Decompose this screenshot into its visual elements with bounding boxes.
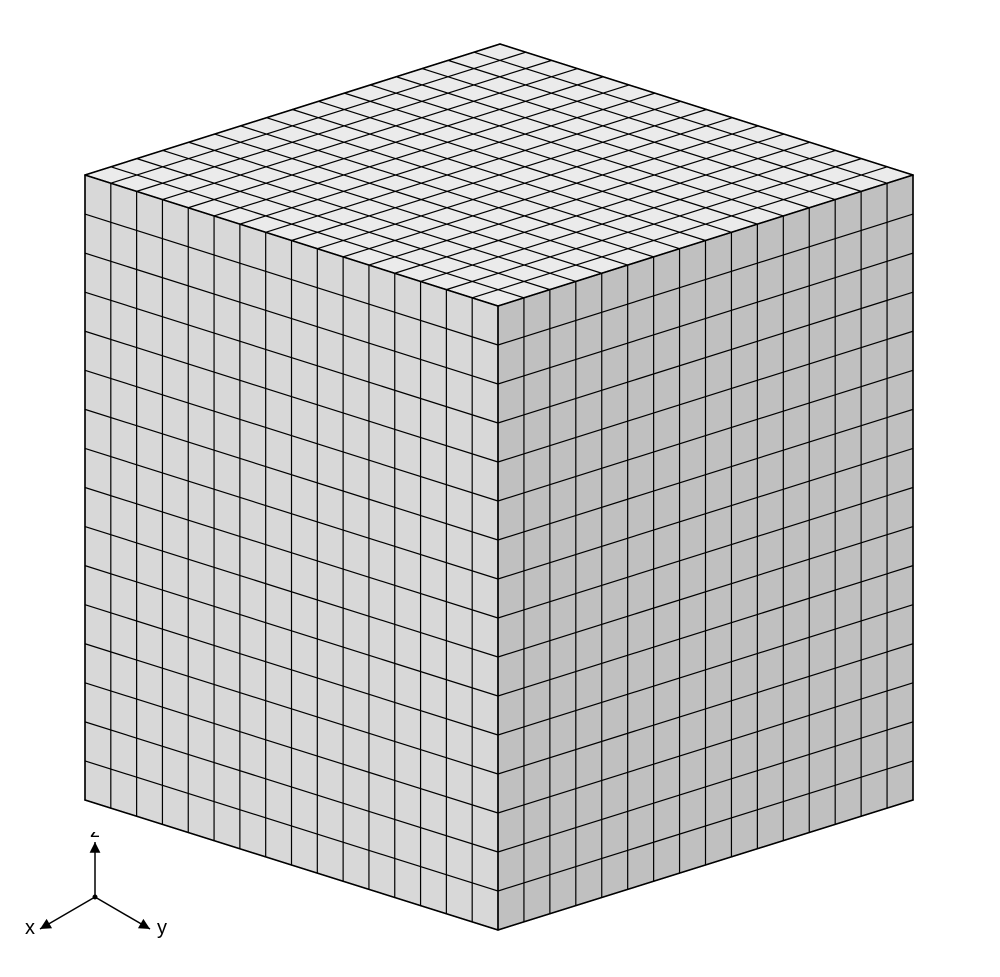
svg-text:x: x (25, 917, 35, 939)
svg-text:z: z (90, 832, 100, 842)
mesh-cube-diagram (0, 0, 1000, 972)
axis-svg: z x y (20, 832, 170, 952)
svg-text:y: y (157, 917, 167, 939)
axis-indicator: z x y (20, 832, 170, 952)
cube-svg (0, 0, 1000, 972)
